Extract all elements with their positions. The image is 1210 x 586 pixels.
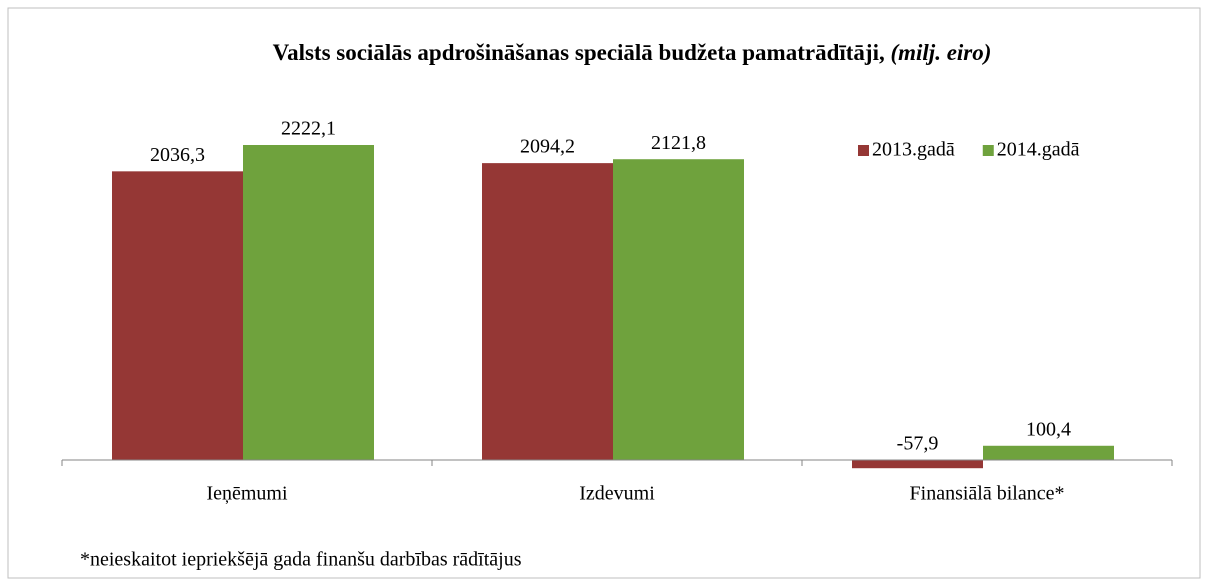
legend-label: 2013.gadā <box>872 139 955 161</box>
x-tick-label: Ieņēmumi <box>206 483 288 505</box>
data-label: 100,4 <box>1026 418 1071 440</box>
bar <box>112 171 243 460</box>
x-tick-label: Izdevumi <box>579 483 655 505</box>
data-label: 2036,3 <box>150 144 205 166</box>
bar <box>613 159 744 460</box>
data-label: -57,9 <box>897 433 939 455</box>
data-label: 2121,8 <box>651 132 706 154</box>
legend-swatch <box>982 145 994 156</box>
chart-title: Valsts sociālās apdrošināšanas speciālā … <box>273 40 992 65</box>
legend-swatch <box>858 145 869 156</box>
x-tick-label: Finansiālā bilance* <box>910 483 1065 505</box>
bar <box>482 163 613 460</box>
bar <box>852 460 983 469</box>
legend-label: 2014.gadā <box>997 139 1080 161</box>
bar <box>983 445 1114 460</box>
footnote: *neieskaitot iepriekšējā gada finanšu da… <box>80 549 522 571</box>
data-label: 2094,2 <box>520 136 575 158</box>
data-label: 2222,1 <box>281 118 336 140</box>
bar <box>243 145 374 460</box>
